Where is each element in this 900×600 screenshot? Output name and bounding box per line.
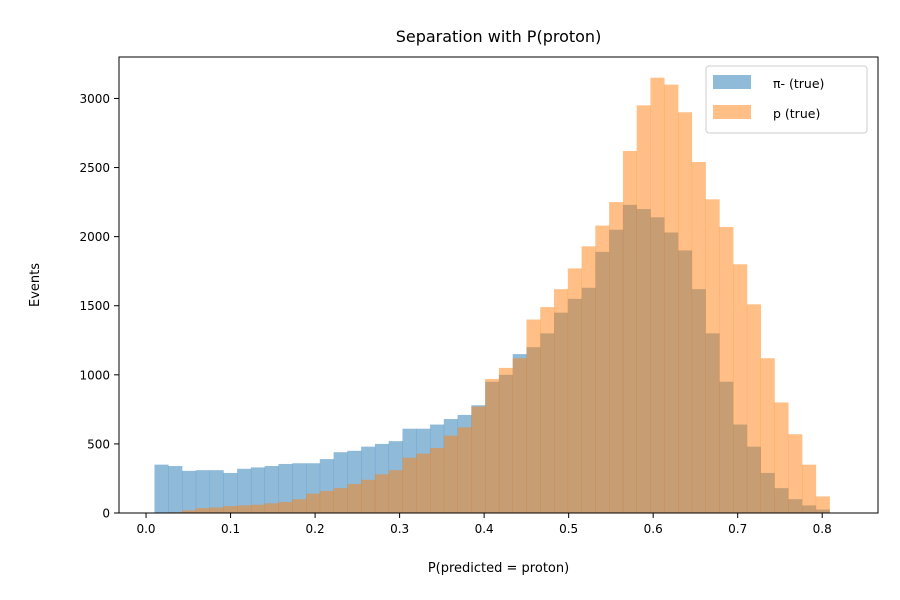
- histogram-bar-series-1: [306, 493, 321, 513]
- y-tick-label: 1000: [79, 368, 110, 382]
- y-axis-ticks: 0 500 1000 1500 2000 2500 3000: [79, 92, 119, 521]
- histogram-bar-series-1: [774, 402, 789, 513]
- y-tick-label: 2000: [79, 230, 110, 244]
- histogram-bar-series-1: [237, 505, 252, 513]
- histogram-bar-series-1: [636, 105, 651, 514]
- y-tick-label: 2500: [79, 161, 110, 175]
- histogram-bar-series-1: [223, 506, 238, 513]
- histogram-bar-series-1: [430, 448, 445, 513]
- histogram-bar-series-1: [719, 226, 734, 513]
- histogram-bar-series-1: [485, 378, 500, 513]
- y-axis-label: Events: [28, 263, 43, 307]
- histogram-bar-series-1: [664, 84, 679, 513]
- histogram-bar-series-1: [554, 289, 569, 513]
- histogram-bar-series-1: [567, 268, 582, 513]
- histogram-bar-series-1: [705, 199, 720, 513]
- histogram-bar-series-1: [333, 488, 348, 513]
- histogram-bar-series-1: [457, 427, 472, 513]
- x-tick-label: 0.5: [559, 522, 578, 536]
- y-tick-label: 500: [87, 437, 110, 451]
- histogram-bar-series-1: [416, 453, 431, 513]
- histogram-bar-series-1: [443, 435, 458, 513]
- y-tick-label: 1500: [79, 299, 110, 313]
- histogram-bar-series-1: [746, 304, 761, 513]
- histogram-bar-series-0: [209, 470, 224, 513]
- histogram-bar-series-1: [195, 508, 210, 513]
- histogram-bar-series-1: [581, 246, 596, 513]
- histogram-bar-series-0: [237, 468, 252, 513]
- histogram-bar-series-1: [595, 225, 610, 513]
- histogram-bar-series-0: [223, 472, 238, 513]
- histogram-bar-series-0: [195, 470, 210, 513]
- histogram-bar-series-1: [250, 504, 266, 513]
- legend-swatch-pi-minus: [713, 75, 751, 89]
- histogram-bar-series-1: [788, 434, 803, 513]
- x-tick-label: 0.1: [221, 522, 240, 536]
- histogram-bar-series-1: [264, 503, 279, 513]
- histogram-bar-series-1: [319, 490, 334, 513]
- histogram-bar-series-1: [802, 464, 817, 513]
- histogram-bar-series-1: [471, 406, 486, 513]
- histogram-bar-series-1: [622, 150, 637, 513]
- histogram-bar-series-1: [678, 112, 693, 514]
- histogram-bar-series-1: [526, 319, 541, 513]
- histogram-bar-series-1: [361, 479, 376, 513]
- y-tick-label: 3000: [79, 92, 110, 106]
- legend: π- (true) p (true): [705, 65, 868, 134]
- histogram-bar-series-1: [209, 507, 224, 513]
- histogram-bar-series-1: [182, 510, 197, 513]
- legend-label-pi-minus: π- (true): [773, 76, 824, 91]
- chart-title: Separation with P(proton): [396, 27, 602, 46]
- histogram-bar-series-1: [609, 202, 624, 513]
- histogram-bar-series-0: [264, 466, 279, 513]
- histogram-bar-series-1: [402, 457, 417, 513]
- histogram-bar-series-1: [815, 496, 830, 513]
- y-tick-label: 0: [102, 507, 110, 521]
- histogram-bar-series-0: [278, 463, 293, 513]
- histogram-bar-series-1: [760, 358, 775, 513]
- x-tick-label: 0.6: [644, 522, 663, 536]
- histogram-bar-series-1: [347, 483, 362, 513]
- histogram-bar-series-1: [512, 358, 527, 513]
- legend-swatch-proton: [713, 105, 751, 119]
- plot-frame: [118, 56, 879, 514]
- histogram-bar-series-1: [498, 367, 513, 513]
- histogram-bar-series-1: [278, 501, 293, 513]
- histogram-bar-series-1: [388, 470, 403, 513]
- histogram-bar-series-1: [691, 162, 706, 513]
- bars-layer: [154, 77, 830, 514]
- histogram-bar-series-0: [168, 466, 183, 513]
- x-tick-label: 0.3: [390, 522, 409, 536]
- histogram-bar-series-1: [374, 474, 390, 513]
- histogram-bar-series-1: [540, 307, 555, 513]
- x-tick-label: 0.7: [728, 522, 747, 536]
- x-axis-label: P(predicted = proton): [428, 561, 569, 576]
- histogram-bar-series-1: [733, 264, 748, 513]
- x-tick-label: 0.0: [136, 522, 155, 536]
- histogram-bar-series-1: [650, 77, 665, 513]
- histogram-bar-series-0: [182, 470, 197, 513]
- histogram-bar-series-1: [292, 499, 307, 513]
- x-tick-label: 0.2: [306, 522, 325, 536]
- histogram-bar-series-0: [250, 467, 266, 513]
- legend-label-proton: p (true): [773, 106, 820, 121]
- x-tick-label: 0.4: [475, 522, 494, 536]
- x-tick-label: 0.8: [813, 522, 832, 536]
- x-axis-ticks: 0.0 0.1 0.2 0.3 0.4 0.5 0.6 0.7 0.8: [136, 513, 832, 536]
- histogram-bar-series-0: [154, 464, 169, 513]
